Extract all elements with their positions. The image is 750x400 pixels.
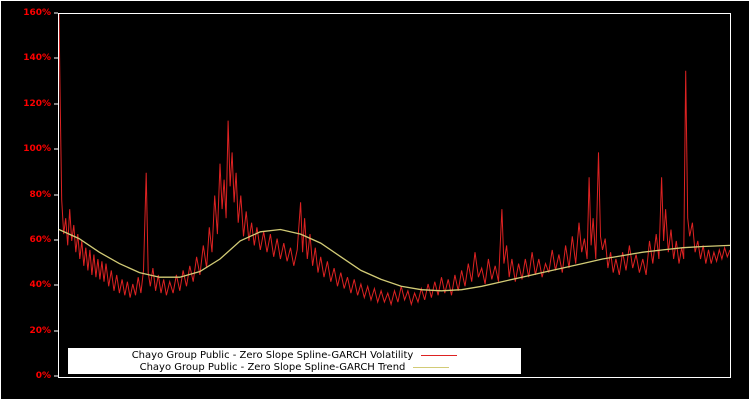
volatility-line bbox=[59, 14, 730, 307]
y-axis-label: 40% bbox=[29, 280, 51, 291]
y-axis-tick bbox=[54, 375, 58, 377]
y-axis-label: 20% bbox=[29, 325, 51, 336]
volatility-line-sample bbox=[421, 354, 458, 356]
legend: Chayo Group Public - Zero Slope Spline-G… bbox=[67, 347, 522, 375]
trend-line-sample bbox=[413, 366, 450, 368]
y-axis-label: 60% bbox=[29, 234, 51, 245]
y-axis-tick bbox=[54, 12, 58, 14]
legend-label-trend: Chayo Group Public - Zero Slope Spline-G… bbox=[139, 361, 406, 373]
y-axis-label: 160% bbox=[23, 8, 51, 18]
y-axis-label: 80% bbox=[29, 189, 51, 200]
plot-area: Chayo Group Public - Zero Slope Spline-G… bbox=[58, 13, 731, 378]
legend-row-volatility: Chayo Group Public - Zero Slope Spline-G… bbox=[68, 349, 521, 361]
y-axis-tick bbox=[54, 239, 58, 241]
y-axis: 0% 20% 40% 60% 80% 100% 120% 140% 160% bbox=[1, 8, 58, 381]
trend-line bbox=[59, 228, 730, 292]
y-axis-label: 120% bbox=[23, 98, 51, 109]
y-axis-label: 140% bbox=[23, 53, 51, 64]
y-axis-tick bbox=[54, 284, 58, 286]
y-axis-label: 0% bbox=[35, 371, 51, 381]
y-axis-tick bbox=[54, 330, 58, 332]
chart-canvas bbox=[59, 14, 730, 307]
y-axis-tick bbox=[54, 103, 58, 105]
y-axis-label: 100% bbox=[23, 144, 51, 155]
y-axis-tick bbox=[54, 57, 58, 59]
y-axis-tick bbox=[54, 148, 58, 150]
legend-label-volatility: Chayo Group Public - Zero Slope Spline-G… bbox=[131, 349, 414, 361]
legend-row-trend: Chayo Group Public - Zero Slope Spline-G… bbox=[68, 361, 521, 373]
y-axis-tick bbox=[54, 194, 58, 195]
